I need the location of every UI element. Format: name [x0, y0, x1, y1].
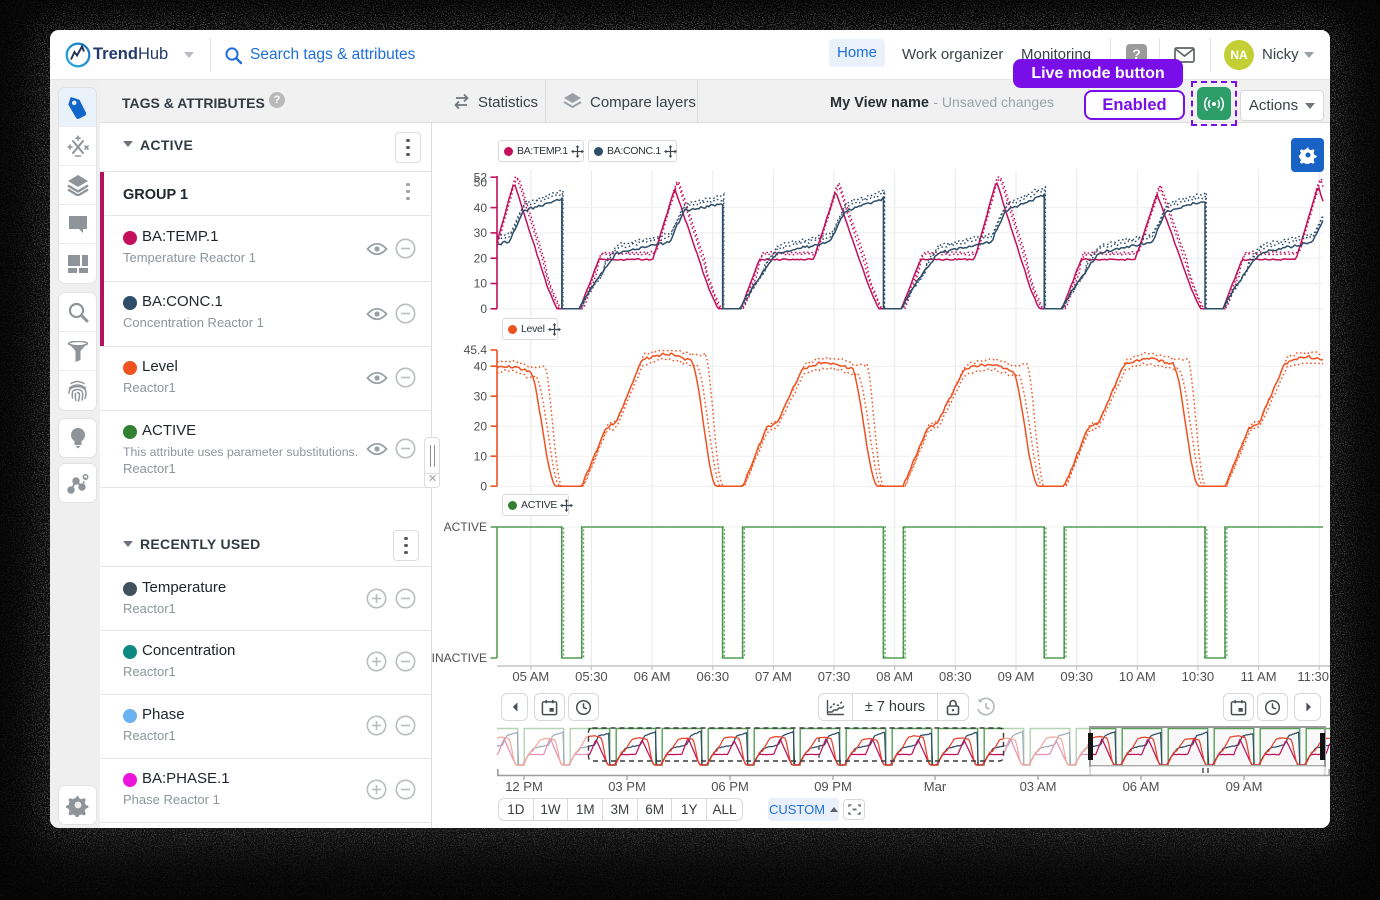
svg-text:09 AM: 09 AM — [998, 669, 1035, 684]
svg-text:08 AM: 08 AM — [876, 669, 913, 684]
svg-text:06 AM: 06 AM — [1123, 779, 1160, 794]
svg-text:09:30: 09:30 — [1060, 669, 1093, 684]
svg-text:ACTIVE: ACTIVE — [444, 520, 487, 534]
svg-text:30: 30 — [474, 389, 488, 403]
svg-text:05 AM: 05 AM — [512, 669, 549, 684]
svg-text:40: 40 — [474, 201, 488, 215]
svg-text:50: 50 — [474, 176, 488, 190]
svg-text:20: 20 — [474, 419, 488, 433]
svg-text:03 AM: 03 AM — [1020, 779, 1057, 794]
svg-text:12 PM: 12 PM — [505, 779, 543, 794]
svg-text:45.4: 45.4 — [464, 343, 488, 357]
svg-text:08:30: 08:30 — [939, 669, 972, 684]
svg-text:05:30: 05:30 — [575, 669, 608, 684]
svg-text:30: 30 — [474, 226, 488, 240]
svg-text:10: 10 — [474, 277, 488, 291]
svg-text:Mar: Mar — [924, 779, 947, 794]
svg-text:10:30: 10:30 — [1182, 669, 1215, 684]
svg-text:0: 0 — [480, 302, 487, 316]
svg-text:11 AM: 11 AM — [1241, 669, 1277, 684]
svg-text:0: 0 — [480, 479, 487, 493]
svg-text:10: 10 — [474, 449, 488, 463]
svg-text:07:30: 07:30 — [818, 669, 851, 684]
svg-text:09 AM: 09 AM — [1226, 779, 1263, 794]
svg-text:06 PM: 06 PM — [711, 779, 749, 794]
svg-text:10 AM: 10 AM — [1119, 669, 1156, 684]
svg-text:07 AM: 07 AM — [755, 669, 792, 684]
svg-text:06:30: 06:30 — [697, 669, 730, 684]
svg-text:52: 52 — [474, 170, 488, 184]
svg-text:INACTIVE: INACTIVE — [432, 651, 487, 665]
svg-text:40: 40 — [474, 359, 488, 373]
svg-text:09 PM: 09 PM — [814, 779, 852, 794]
svg-text:06 AM: 06 AM — [634, 669, 671, 684]
svg-text:20: 20 — [474, 251, 488, 265]
svg-text:03 PM: 03 PM — [608, 779, 646, 794]
svg-text:11:30: 11:30 — [1297, 669, 1329, 684]
